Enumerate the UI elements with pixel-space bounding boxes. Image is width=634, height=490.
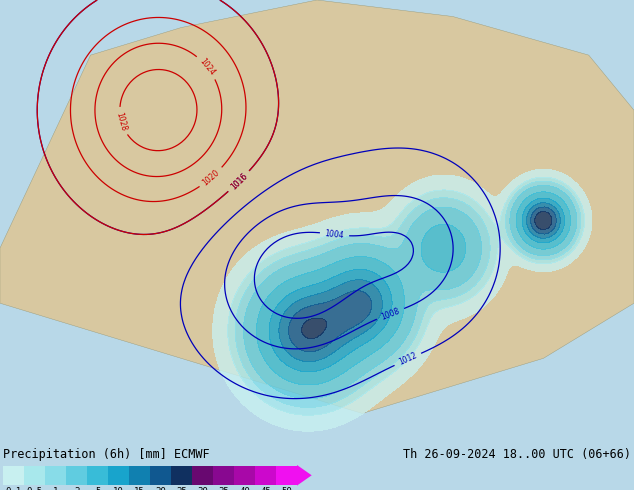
- Text: 1028: 1028: [115, 111, 128, 132]
- Text: 1: 1: [53, 487, 58, 490]
- Text: 1012: 1012: [398, 351, 418, 368]
- Text: 30: 30: [197, 487, 208, 490]
- Text: Th 26-09-2024 18..00 UTC (06+66): Th 26-09-2024 18..00 UTC (06+66): [403, 448, 631, 462]
- Text: 5: 5: [95, 487, 100, 490]
- Text: 20: 20: [155, 487, 166, 490]
- Text: 0.5: 0.5: [27, 487, 42, 490]
- Text: 1008: 1008: [380, 306, 401, 321]
- Polygon shape: [0, 0, 634, 414]
- Text: 40: 40: [239, 487, 250, 490]
- Text: 15: 15: [134, 487, 145, 490]
- Text: 1020: 1020: [201, 168, 221, 187]
- Text: 2: 2: [74, 487, 79, 490]
- Text: 25: 25: [176, 487, 187, 490]
- Text: Precipitation (6h) [mm] ECMWF: Precipitation (6h) [mm] ECMWF: [3, 448, 210, 462]
- Text: 35: 35: [218, 487, 229, 490]
- Text: 1016: 1016: [229, 172, 249, 191]
- Text: 1004: 1004: [325, 229, 345, 240]
- Text: 50: 50: [281, 487, 292, 490]
- Text: 10: 10: [113, 487, 124, 490]
- Text: 1016: 1016: [229, 172, 249, 191]
- Text: 0.1: 0.1: [6, 487, 22, 490]
- Text: 1024: 1024: [198, 57, 217, 77]
- Text: 45: 45: [260, 487, 271, 490]
